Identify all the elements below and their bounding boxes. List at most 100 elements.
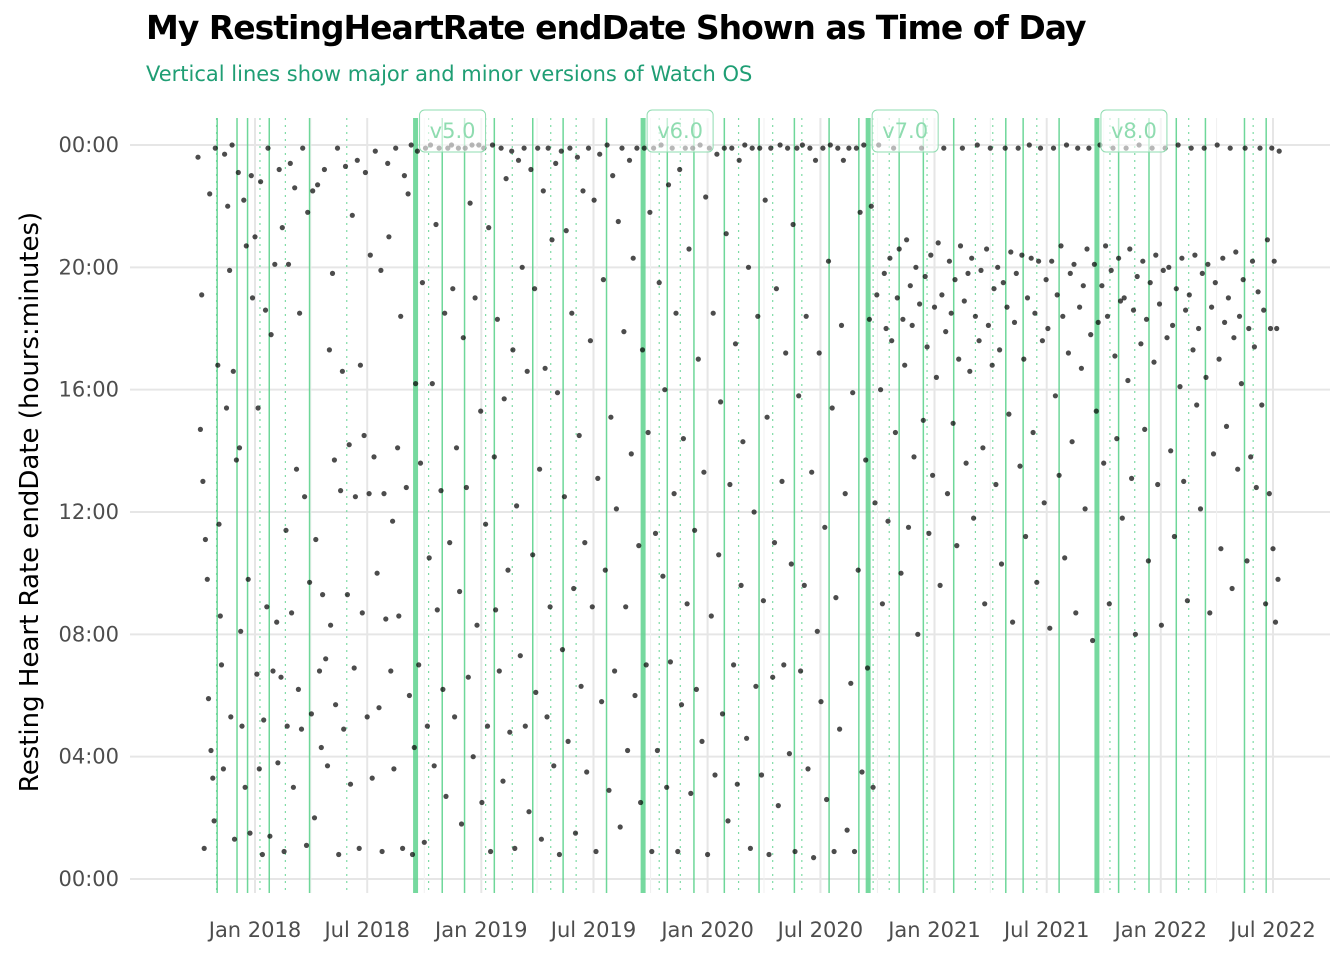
data-point [272,261,278,267]
data-point [684,601,690,607]
data-point [395,445,401,451]
data-point [606,787,612,793]
data-point [1236,313,1243,319]
data-point [1145,558,1151,564]
data-point [268,332,274,338]
data-point [556,851,563,858]
data-point [995,264,1001,270]
data-point [920,417,926,423]
data-point [902,362,908,368]
data-point [652,530,659,537]
data-point [1011,319,1018,325]
data-point [567,145,573,151]
data-point [278,674,284,680]
data-point [838,322,845,328]
data-point [878,387,884,393]
data-point [911,454,917,460]
data-point [396,613,402,619]
data-point [479,799,485,806]
data-point [258,179,264,185]
data-point [248,173,254,179]
data-point [245,576,251,582]
data-point [207,191,213,197]
data-point [680,436,687,442]
data-point [305,209,311,215]
data-point [798,668,804,674]
data-point [678,702,685,708]
data-point [210,775,216,781]
data-point [582,540,588,546]
data-point [501,396,507,402]
data-point [1155,481,1161,488]
data-point [612,668,618,674]
data-point [935,240,941,246]
data-point [662,387,668,393]
data-point [264,604,270,610]
data-point [766,851,772,858]
data-point [310,188,316,194]
data-point [371,454,377,460]
data-point [714,151,720,157]
data-point [474,622,480,628]
data-point [1010,619,1016,625]
data-point [426,555,432,561]
data-point [491,454,497,460]
data-point [972,313,979,319]
data-point [634,145,640,151]
data-point [926,530,932,537]
data-point [584,769,590,775]
version-lines [215,118,1267,893]
data-point [442,310,448,316]
data-point [223,405,230,411]
data-point [197,426,203,432]
data-point [604,142,610,148]
data-point [1220,255,1226,261]
data-point [1261,307,1267,313]
data-point [1119,515,1125,521]
data-point [799,142,806,148]
data-point [532,286,538,292]
data-point [1227,145,1233,151]
data-point [957,243,964,249]
data-point [274,619,280,625]
data-point [1175,142,1181,148]
data-point [1235,466,1241,472]
data-point [790,221,796,228]
data-point [326,347,332,353]
data-point [731,662,737,668]
data-point [708,613,714,619]
data-point [243,243,249,249]
data-point [1093,408,1099,414]
data-point [1210,451,1217,457]
data-point [695,356,701,362]
data-point [1037,145,1044,151]
data-point [247,830,253,836]
data-point [1132,631,1138,637]
data-point [943,329,949,335]
data-point [381,491,387,497]
data-point [783,350,789,356]
data-point [1272,619,1279,625]
data-point [600,277,607,283]
data-point [535,145,541,151]
data-point [638,799,644,806]
data-point [602,567,608,573]
data-point [857,209,863,215]
data-point [1257,145,1263,151]
data-point [625,747,631,754]
data-point [200,478,206,484]
x-tick-label: Jul 2018 [322,918,409,942]
data-point [610,173,616,179]
data-point [411,744,417,751]
data-point [946,258,953,264]
data-point [1026,142,1032,148]
data-point [215,362,221,368]
data-point [318,744,324,751]
data-point [256,766,262,772]
x-tick-label: Jan 2019 [433,918,528,942]
data-point [930,472,936,478]
data-point [1130,307,1137,313]
data-point [357,362,363,368]
data-point [494,316,500,322]
data-point [486,225,492,231]
